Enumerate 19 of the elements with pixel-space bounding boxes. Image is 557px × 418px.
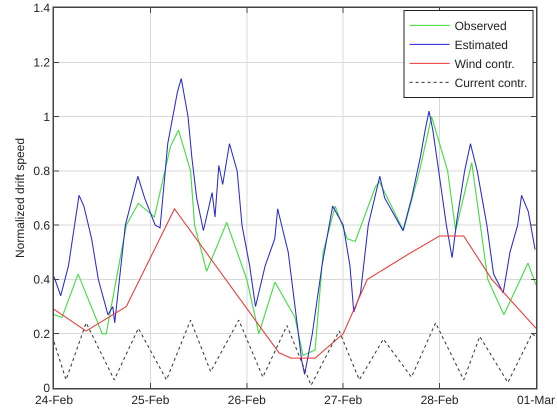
x-tick-label: 01-Mar	[516, 392, 556, 407]
y-tick-label: 1.2	[33, 55, 50, 70]
legend-label: Estimated	[454, 38, 508, 52]
x-tick-label: 26-Feb	[228, 392, 266, 407]
y-tick-label: 0.4	[33, 272, 50, 287]
y-tick-label: 0.6	[33, 218, 50, 232]
x-tick-label: 25-Feb	[131, 392, 170, 407]
legend-label: Wind contr.	[454, 57, 515, 72]
x-tick-label: 28-Feb	[420, 392, 459, 407]
y-axis-title: Normalized drift speed	[12, 138, 27, 258]
y-tick-label: 0	[43, 381, 50, 396]
y-tick-label: 1	[43, 110, 50, 124]
x-tick-label: 24-Feb	[34, 392, 74, 407]
y-tick-label: 0.8	[33, 164, 50, 178]
y-tick-label: 0.2	[33, 326, 50, 341]
legend-label: Observed	[454, 19, 507, 34]
y-tick-label: 1.4	[33, 1, 50, 16]
x-tick-label: 27-Feb	[324, 392, 363, 407]
legend-label: Current contr.	[454, 76, 528, 90]
